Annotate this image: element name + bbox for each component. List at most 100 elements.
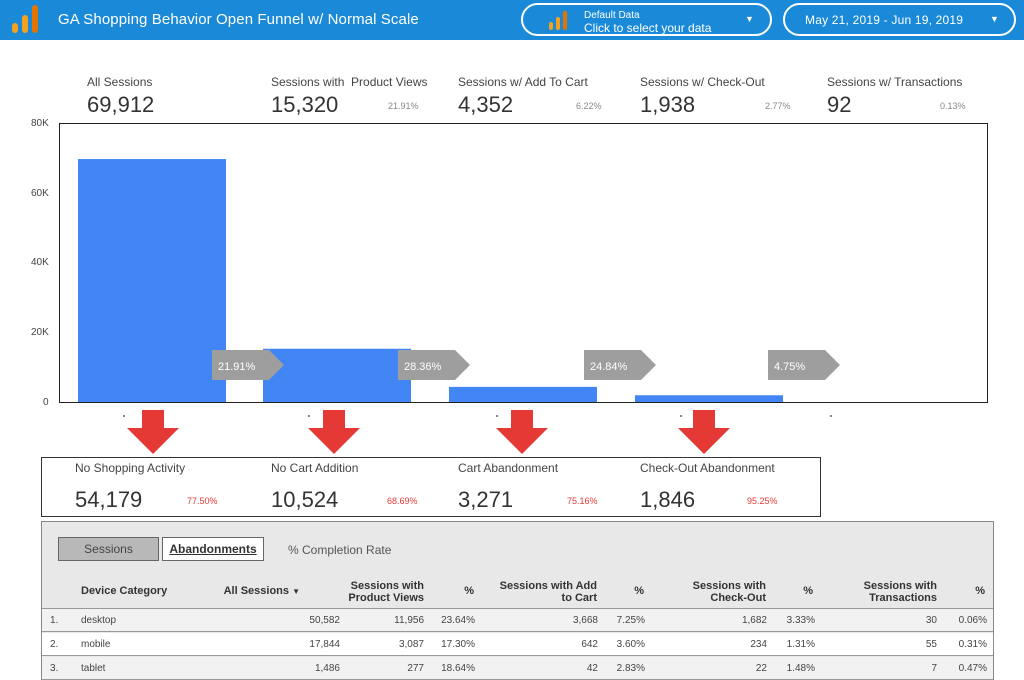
step-rate-label: 4.75%: [774, 361, 805, 373]
step-rate-label: 28.36%: [404, 361, 442, 373]
chevron-down-icon: ▼: [990, 14, 999, 24]
column-header-pct[interactable]: %: [803, 585, 813, 597]
cell-pct: 3.60%: [616, 639, 645, 650]
column-header-product-views[interactable]: Sessions with Product Views: [348, 580, 424, 604]
abandon-percent: 75.16%: [567, 496, 598, 506]
y-tick-label: 0: [43, 397, 49, 408]
abandon-arrow-icon: [308, 410, 360, 454]
cell-pct: 7.25%: [616, 615, 645, 626]
date-range-label: May 21, 2019 - Jun 19, 2019: [805, 13, 964, 27]
cell-add-to-cart: 3,668: [572, 615, 598, 626]
cell-add-to-cart: 642: [581, 639, 598, 650]
cell-device: desktop: [81, 615, 117, 626]
column-header-transactions[interactable]: Sessions with Transactions: [863, 580, 937, 604]
row-number: 3.: [50, 663, 59, 674]
funnel-bar[interactable]: [78, 159, 226, 402]
abandon-percent: 77.50%: [187, 496, 218, 506]
column-header-pct[interactable]: %: [975, 585, 985, 597]
cell-add-to-cart: 42: [586, 663, 598, 674]
chevron-down-icon: ▼: [745, 14, 754, 24]
x-tick-mark: [680, 415, 682, 417]
x-tick-mark: [308, 415, 310, 417]
data-source-hint: Click to select your data: [584, 21, 712, 35]
abandonment-scorecards: [41, 457, 821, 517]
cell-transactions: 55: [925, 639, 937, 650]
abandon-arrow-icon: [496, 410, 548, 454]
column-header-add-to-cart[interactable]: Sessions with Add to Cart: [499, 580, 597, 604]
report-title: GA Shopping Behavior Open Funnel w/ Norm…: [58, 11, 419, 28]
abandon-label: No Shopping Activity: [75, 461, 186, 475]
funnel-bar[interactable]: [635, 395, 783, 402]
y-tick-label: 60K: [31, 188, 49, 199]
kpi-value: 69,912: [87, 92, 155, 117]
abandon-value: 1,846: [640, 487, 696, 512]
data-source-selector[interactable]: Default Data Click to select your data ▼: [521, 3, 772, 36]
step-rate-label: 21.91%: [218, 361, 256, 373]
table-row[interactable]: 1. desktop 50,582 11,956 23.64% 3,668 7.…: [42, 609, 993, 632]
tab-completion-rate[interactable]: % Completion Rate: [288, 543, 392, 557]
cell-all-sessions: 50,582: [309, 615, 340, 626]
cell-pct: 2.83%: [616, 663, 645, 674]
tab-sessions[interactable]: Sessions: [58, 537, 159, 561]
abandon-value: 3,271: [458, 487, 514, 512]
kpi-value: 15,320: [271, 92, 339, 117]
table-row[interactable]: 2. mobile 17,844 3,087 17.30% 642 3.60% …: [42, 633, 993, 656]
cell-check-out: 1,682: [741, 615, 767, 626]
y-tick-label: 20K: [31, 327, 49, 338]
cell-pct: 0.06%: [958, 615, 987, 626]
sort-desc-icon: ▼: [292, 587, 300, 596]
x-tick-mark: [123, 415, 125, 417]
cell-check-out: 22: [755, 663, 767, 674]
cell-product-views: 3,087: [398, 639, 424, 650]
y-tick-label: 40K: [31, 257, 49, 268]
kpi-label: Sessions w/ Add To Cart: [458, 75, 588, 89]
abandon-value: 10,524: [271, 487, 339, 512]
funnel-bar[interactable]: [263, 348, 411, 402]
analytics-logo-icon: [12, 5, 38, 33]
data-source-logo-icon: [549, 11, 567, 30]
cell-pct: 18.64%: [441, 663, 475, 674]
x-tick-mark: [830, 415, 832, 417]
abandon-arrow-icon: [678, 410, 730, 454]
kpi-label: Sessions with Product Views: [271, 75, 428, 89]
y-tick-label: 80K: [31, 118, 49, 129]
abandon-label: Check-Out Abandonment: [640, 461, 775, 475]
table-row[interactable]: 3. tablet 1,486 277 18.64% 42 2.83% 22 1…: [42, 657, 993, 680]
abandon-percent: 68.69%: [387, 496, 418, 506]
date-range-picker[interactable]: May 21, 2019 - Jun 19, 2019 ▼: [783, 3, 1016, 36]
tab-abandonments[interactable]: Abandonments: [162, 537, 264, 561]
cell-device: tablet: [81, 663, 106, 674]
abandon-percent: 95.25%: [747, 496, 778, 506]
cell-pct: 1.48%: [786, 663, 815, 674]
kpi-percent: 21.91%: [388, 101, 419, 111]
report-header: GA Shopping Behavior Open Funnel w/ Norm…: [0, 0, 1024, 40]
cell-product-views: 277: [407, 663, 424, 674]
kpi-label: All Sessions: [87, 75, 153, 89]
column-header-pct[interactable]: %: [634, 585, 644, 597]
kpi-label: Sessions w/ Transactions: [827, 75, 963, 89]
kpi-value: 1,938: [640, 92, 696, 117]
kpi-percent: 2.77%: [765, 101, 791, 111]
cell-pct: 23.64%: [441, 615, 475, 626]
funnel-bar[interactable]: [449, 386, 597, 402]
cell-transactions: 30: [925, 615, 937, 626]
cell-all-sessions: 1,486: [314, 663, 340, 674]
step-rate-arrow: [212, 350, 284, 380]
cell-all-sessions: 17,844: [309, 639, 340, 650]
kpi-value: 4,352: [458, 92, 514, 117]
column-header-pct[interactable]: %: [464, 585, 474, 597]
column-header-device[interactable]: Device Category: [81, 585, 168, 597]
step-rate-arrow: [768, 350, 840, 380]
cell-pct: 0.31%: [958, 639, 987, 650]
column-header-check-out[interactable]: Sessions with Check-Out: [692, 580, 766, 604]
kpi-percent: 6.22%: [576, 101, 602, 111]
cell-pct: 0.47%: [958, 663, 987, 674]
cell-pct: 1.31%: [786, 639, 815, 650]
cell-pct: 3.33%: [786, 615, 815, 626]
kpi-percent: 0.13%: [940, 101, 966, 111]
abandon-value: 54,179: [75, 487, 143, 512]
step-rate-label: 24.84%: [590, 361, 628, 373]
x-tick-mark: [496, 415, 498, 417]
column-header-all-sessions[interactable]: All Sessions ▼: [223, 585, 300, 597]
